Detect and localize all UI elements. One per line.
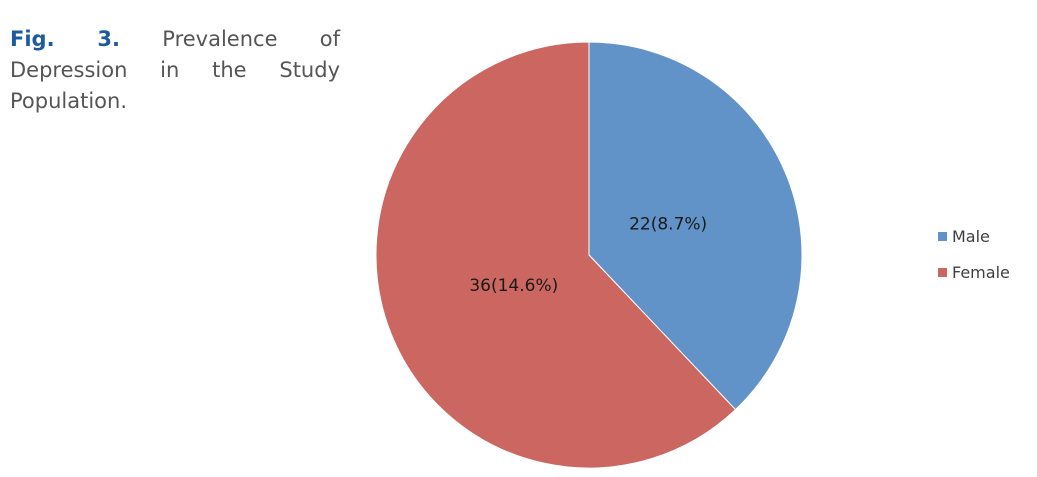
pie-slice-labels: 22(8.7%) 36(14.6%) — [469, 214, 707, 295]
legend-label-male: Male — [952, 227, 990, 246]
legend-swatch-male — [938, 232, 947, 241]
pie-slice-male — [588, 41, 803, 411]
figure-caption: Fig. 3. Prevalence of Depression in the … — [10, 24, 340, 117]
pie-slice-female — [375, 41, 737, 469]
data-label-female: 36(14.6%) — [469, 276, 558, 296]
figure-label: Fig. 3. — [10, 27, 121, 51]
chart-legend: Male Female — [938, 227, 1010, 282]
legend-swatch-female — [938, 268, 947, 277]
pie-slices — [375, 41, 803, 469]
data-label-male: 22(8.7%) — [629, 214, 707, 234]
legend-label-female: Female — [952, 263, 1010, 282]
figure-caption-text: Prevalence of Depression in the Study Po… — [10, 27, 340, 113]
